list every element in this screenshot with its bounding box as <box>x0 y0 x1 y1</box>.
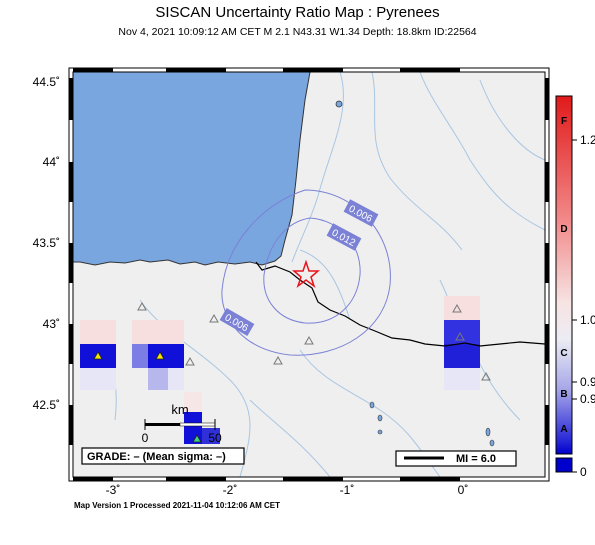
colorbar: F D C B A 1.2 1.0 0.9 0.9 0 <box>555 95 595 479</box>
lat-label-42-5: 42.5˚ <box>33 398 60 412</box>
colorbar-value-4: 0.9 <box>580 392 595 406</box>
colorbar-letter-c: C <box>560 348 567 359</box>
map-footer: Map Version 1 Processed 2021-11-04 10:12… <box>74 501 281 510</box>
map-frame <box>68 67 550 482</box>
lon-labels: -3˚ -2˚ -1˚ 0˚ <box>106 483 469 497</box>
lon-label-neg1: -1˚ <box>340 483 355 497</box>
lat-label-44-5: 44.5˚ <box>33 75 60 89</box>
ocean <box>73 72 311 266</box>
colorbar-value-1: 1.2 <box>580 133 595 147</box>
active-stations <box>93 351 202 443</box>
scale-bar: km 0 50 <box>142 402 222 445</box>
lake <box>335 100 343 108</box>
lat-labels: 44.5˚ 44˚ 43.5˚ 43˚ 42.5˚ <box>33 75 60 412</box>
colorbar-letter-b: B <box>560 389 567 400</box>
lat-label-44: 44˚ <box>43 155 60 169</box>
lat-label-43: 43˚ <box>43 317 60 331</box>
lon-label-neg2: -2˚ <box>223 483 238 497</box>
epicenter-star <box>291 259 321 289</box>
colorbar-letter-d: D <box>560 224 567 235</box>
uncertainty-cells <box>80 296 480 444</box>
colorbar-letter-f: F <box>561 116 567 127</box>
colorbar-value-3: 0.9 <box>580 375 595 389</box>
lon-label-neg3: -3˚ <box>106 483 121 497</box>
colorbar-letter-a: A <box>560 424 567 435</box>
grade-text: GRADE: – (Mean sigma: –) <box>87 451 226 463</box>
lakes <box>369 401 495 447</box>
mi-box: MI = 6.0 <box>395 450 517 467</box>
scale-start: 0 <box>142 431 149 445</box>
scale-end: 50 <box>208 431 222 445</box>
stations <box>137 301 491 381</box>
mi-text: MI = 6.0 <box>456 453 496 465</box>
scale-unit: km <box>171 402 188 417</box>
country-border <box>255 261 545 347</box>
colorbar-value-2: 1.0 <box>580 313 595 327</box>
map-subtitle: Nov 4, 2021 10:09:12 AM CET M 2.1 N43.31… <box>118 26 477 38</box>
map-title: SISCAN Uncertainty Ratio Map : Pyrenees <box>155 4 440 21</box>
lon-label-0: 0˚ <box>458 483 469 497</box>
lat-label-43-5: 43.5˚ <box>33 236 60 250</box>
grade-box: GRADE: – (Mean sigma: –) <box>81 447 245 465</box>
colorbar-value-5: 0 <box>580 465 587 479</box>
